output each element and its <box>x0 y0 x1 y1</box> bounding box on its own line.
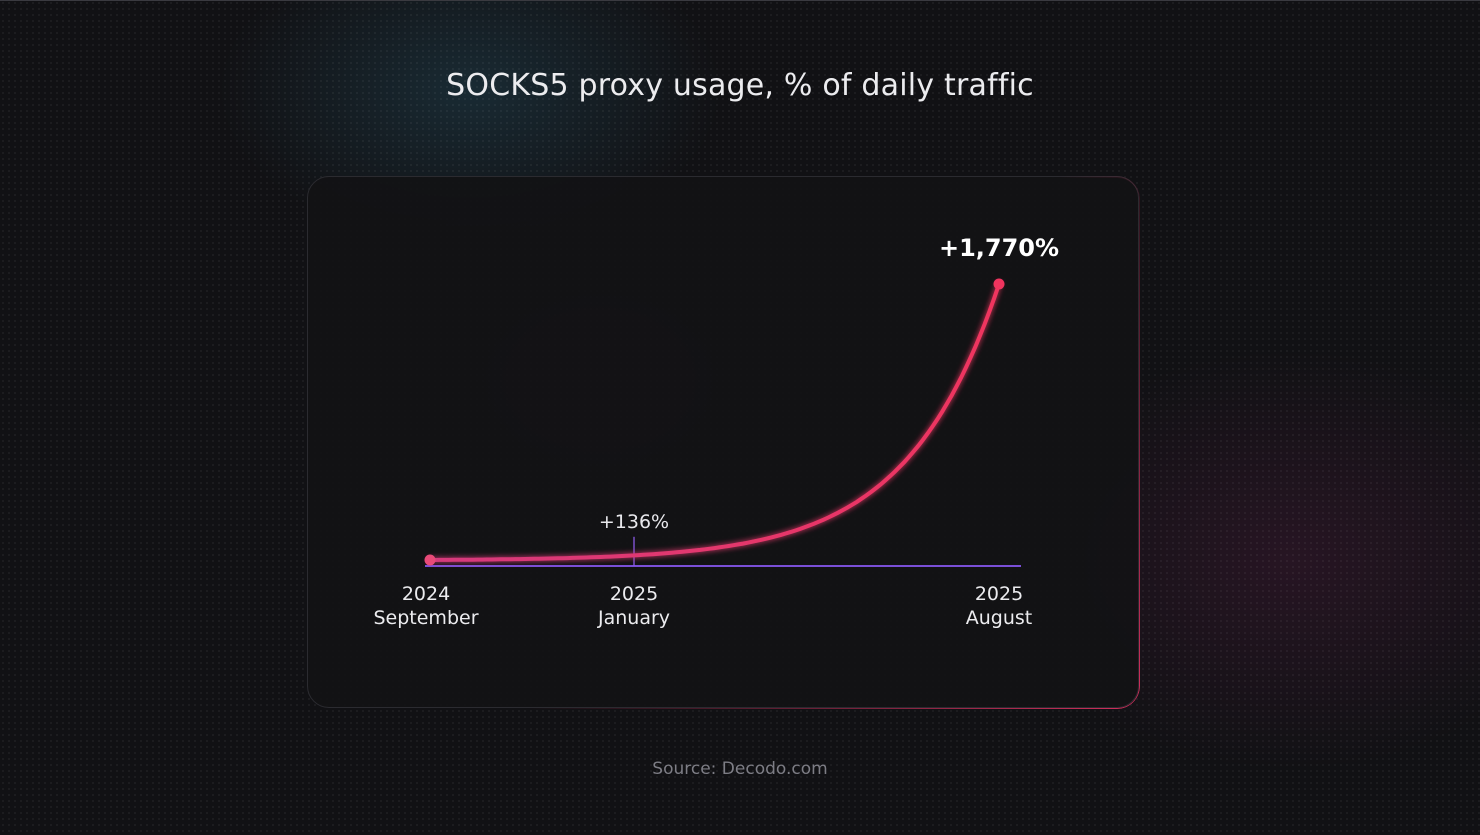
data-point-peak <box>993 278 1005 290</box>
series-line <box>428 282 1001 562</box>
source-note: Source: Decodo.com <box>652 759 828 779</box>
data-label-january: +136% <box>599 511 669 533</box>
data-label-peak: +1,770% <box>939 234 1059 262</box>
x-tick-month: January <box>597 607 670 629</box>
x-tick-year: 2025 <box>610 583 658 605</box>
data-point-start <box>424 554 436 566</box>
x-tick-year: 2025 <box>975 583 1023 605</box>
chart-title: SOCKS5 proxy usage, % of daily traffic <box>446 68 1034 103</box>
x-tick-month: September <box>373 607 478 629</box>
x-tick-year: 2024 <box>402 583 450 605</box>
x-tick-month: August <box>966 607 1033 629</box>
top-border-line <box>0 0 1480 1</box>
